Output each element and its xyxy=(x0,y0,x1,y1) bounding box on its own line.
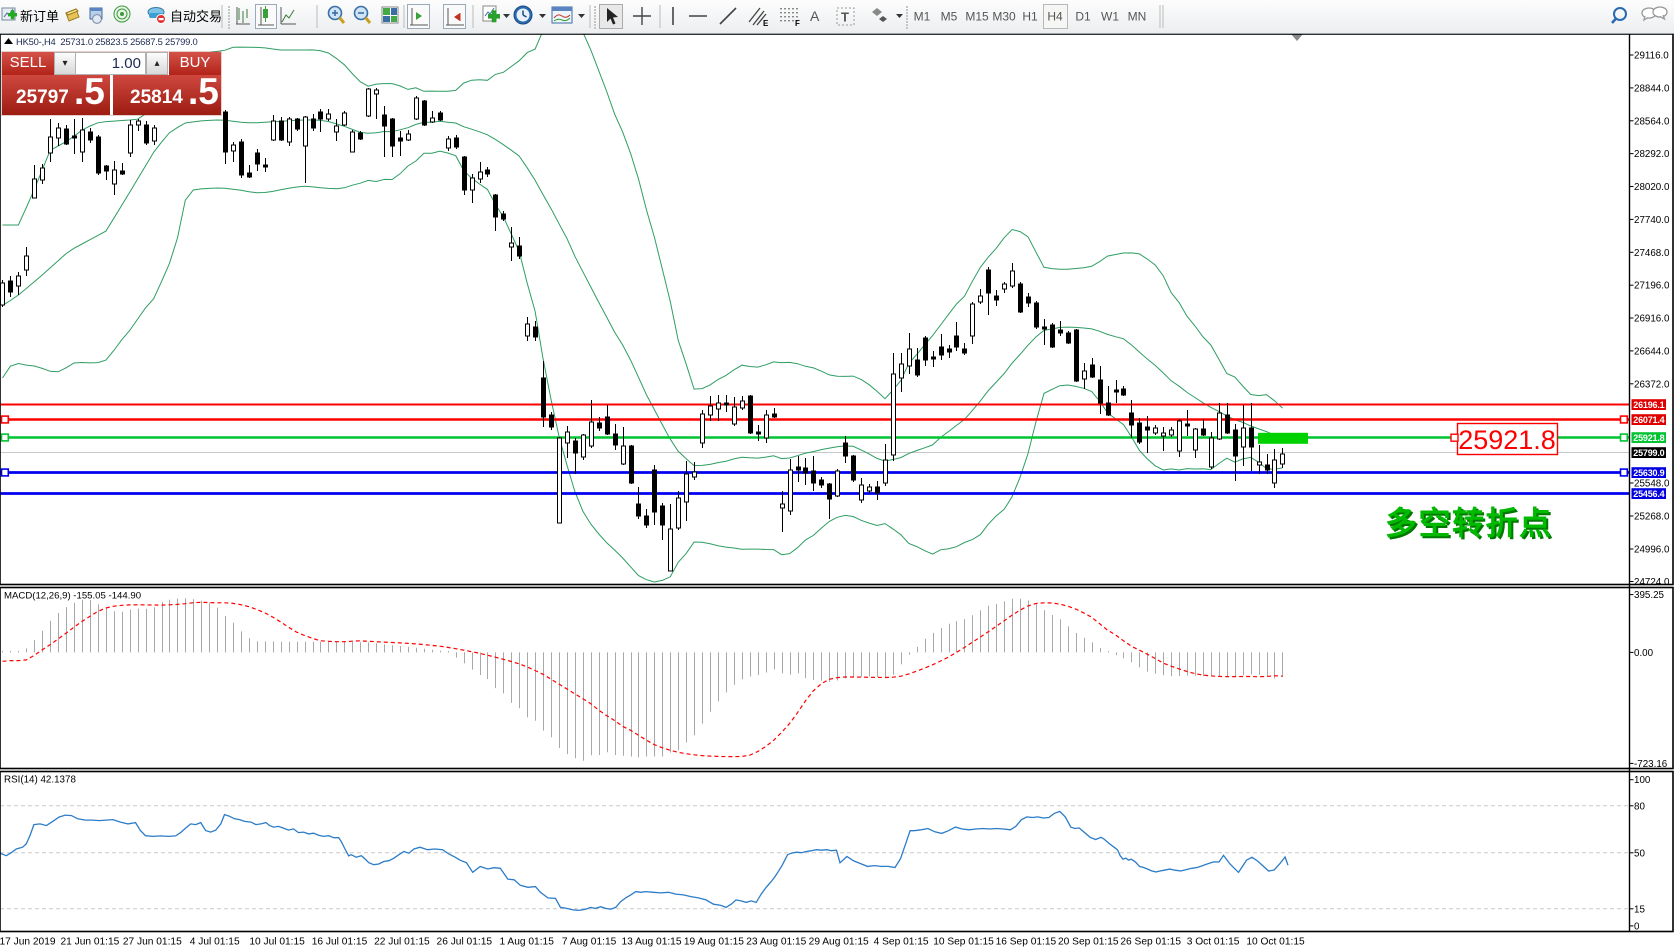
svg-text:80: 80 xyxy=(1634,801,1645,812)
svg-text:19 Aug 01:15: 19 Aug 01:15 xyxy=(684,937,744,948)
svg-text:29 Aug 01:15: 29 Aug 01:15 xyxy=(809,937,869,948)
svg-text:27 Jun 01:15: 27 Jun 01:15 xyxy=(123,937,182,948)
svg-text:MN: MN xyxy=(1128,10,1147,24)
svg-text:26 Jul 01:15: 26 Jul 01:15 xyxy=(437,937,493,948)
svg-text:T: T xyxy=(841,10,849,25)
svg-text:自动交易: 自动交易 xyxy=(170,9,222,24)
svg-text:新订单: 新订单 xyxy=(20,9,59,24)
svg-text:22 Jul 01:15: 22 Jul 01:15 xyxy=(374,937,430,948)
svg-text:1 Aug 01:15: 1 Aug 01:15 xyxy=(500,937,555,948)
svg-text:26196.1: 26196.1 xyxy=(1633,400,1664,410)
svg-text:W1: W1 xyxy=(1101,10,1119,24)
svg-text:25548.0: 25548.0 xyxy=(1634,479,1670,490)
svg-text:24724.0: 24724.0 xyxy=(1634,577,1670,588)
svg-text:23 Aug 01:15: 23 Aug 01:15 xyxy=(746,937,806,948)
svg-text:4 Sep 01:15: 4 Sep 01:15 xyxy=(874,937,929,948)
svg-text:28844.0: 28844.0 xyxy=(1634,83,1670,94)
svg-text:25268.0: 25268.0 xyxy=(1634,512,1670,523)
svg-text:HK50-,H4 25731.0 25823.5 2568: HK50-,H4 25731.0 25823.5 25687.5 25799.0 xyxy=(16,36,198,47)
svg-text:27740.0: 27740.0 xyxy=(1634,215,1670,226)
svg-text:M15: M15 xyxy=(965,10,989,24)
svg-text:-723.16: -723.16 xyxy=(1634,759,1668,770)
svg-text:100: 100 xyxy=(1634,775,1651,786)
svg-text:26 Sep 01:15: 26 Sep 01:15 xyxy=(1120,937,1181,948)
svg-text:27196.0: 27196.0 xyxy=(1634,281,1670,292)
svg-text:F: F xyxy=(795,19,800,28)
svg-text:25799.0: 25799.0 xyxy=(1633,448,1664,458)
svg-text:RSI(14) 42.1378: RSI(14) 42.1378 xyxy=(4,775,76,786)
svg-text:4 Jul 01:15: 4 Jul 01:15 xyxy=(190,937,240,948)
svg-text:7 Aug 01:15: 7 Aug 01:15 xyxy=(562,937,617,948)
svg-text:28564.0: 28564.0 xyxy=(1634,116,1670,127)
svg-text:50: 50 xyxy=(1634,848,1645,859)
svg-text:26071.4: 26071.4 xyxy=(1633,415,1664,425)
svg-text:16 Jul 01:15: 16 Jul 01:15 xyxy=(312,937,368,948)
svg-text:25921.8: 25921.8 xyxy=(1633,433,1664,443)
svg-text:25456.4: 25456.4 xyxy=(1633,489,1664,499)
svg-text:26644.0: 26644.0 xyxy=(1634,346,1670,357)
svg-text:29116.0: 29116.0 xyxy=(1634,51,1669,62)
svg-text:3 Oct 01:15: 3 Oct 01:15 xyxy=(1187,937,1240,948)
svg-text:多空转折点: 多空转折点 xyxy=(1385,505,1553,541)
svg-text:17 Jun 2019: 17 Jun 2019 xyxy=(0,937,56,948)
svg-text:H4: H4 xyxy=(1047,10,1063,24)
svg-text:25630.9: 25630.9 xyxy=(1633,468,1664,478)
svg-text:0: 0 xyxy=(1634,921,1640,932)
svg-text:28292.0: 28292.0 xyxy=(1634,149,1670,160)
svg-text:A: A xyxy=(810,8,820,24)
svg-text:15: 15 xyxy=(1634,904,1645,915)
svg-text:21 Jun 01:15: 21 Jun 01:15 xyxy=(60,937,119,948)
svg-text:10 Jul 01:15: 10 Jul 01:15 xyxy=(249,937,305,948)
svg-text:M1: M1 xyxy=(914,10,931,24)
svg-text:20 Sep 01:15: 20 Sep 01:15 xyxy=(1058,937,1119,948)
svg-text:13 Aug 01:15: 13 Aug 01:15 xyxy=(621,937,681,948)
svg-text:M30: M30 xyxy=(992,10,1016,24)
svg-text:M5: M5 xyxy=(941,10,958,24)
svg-text:0.00: 0.00 xyxy=(1634,648,1654,659)
svg-text:E: E xyxy=(763,19,769,28)
svg-text:D1: D1 xyxy=(1075,10,1091,24)
svg-text:10 Sep 01:15: 10 Sep 01:15 xyxy=(933,937,994,948)
svg-text:H1: H1 xyxy=(1022,10,1038,24)
svg-text:10 Oct 01:15: 10 Oct 01:15 xyxy=(1246,937,1305,948)
svg-text:395.25: 395.25 xyxy=(1634,590,1665,601)
svg-text:24996.0: 24996.0 xyxy=(1634,545,1670,556)
svg-text:27468.0: 27468.0 xyxy=(1634,248,1670,259)
svg-text:16 Sep 01:15: 16 Sep 01:15 xyxy=(996,937,1057,948)
svg-text:25921.8: 25921.8 xyxy=(1458,425,1556,455)
svg-text:26372.0: 26372.0 xyxy=(1634,379,1670,390)
svg-text:28020.0: 28020.0 xyxy=(1634,182,1670,193)
svg-text:MACD(12,26,9) -155.05 -144.90: MACD(12,26,9) -155.05 -144.90 xyxy=(4,591,141,602)
svg-text:26916.0: 26916.0 xyxy=(1634,314,1670,325)
